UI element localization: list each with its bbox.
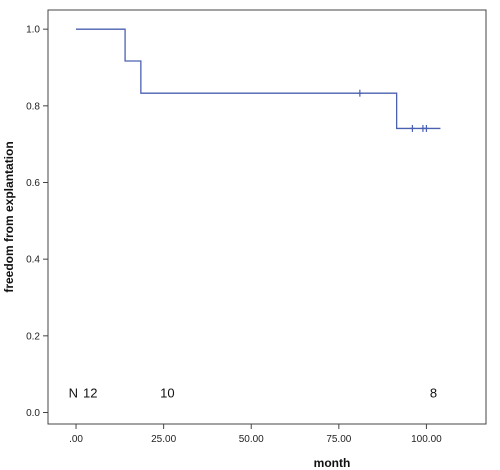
x-tick-label: .00 xyxy=(69,434,83,445)
x-axis-title: month xyxy=(314,456,351,470)
y-axis: 0.0 0.2 0.4 0.6 0.8 1.0 xyxy=(26,25,48,419)
x-tick-label: 100.00 xyxy=(411,434,442,445)
x-tick-label: 75.00 xyxy=(326,434,351,445)
plot-area xyxy=(47,9,487,425)
risk-table: N 12 10 8 xyxy=(69,385,438,400)
risk-table-value: 10 xyxy=(160,385,174,400)
x-tick-label: 50.00 xyxy=(239,434,264,445)
y-tick-label: 1.0 xyxy=(26,25,40,36)
censor-mark xyxy=(409,124,415,132)
censor-mark xyxy=(357,89,363,97)
x-axis: .00 25.00 50.00 75.00 100.00 xyxy=(69,424,442,445)
y-axis-title: freedom from explantation xyxy=(2,141,16,292)
censor-mark xyxy=(423,124,429,132)
risk-table-value: 8 xyxy=(430,385,437,400)
survival-curve xyxy=(76,28,441,130)
x-tick-label: 25.00 xyxy=(151,434,176,445)
y-tick-label: 0.6 xyxy=(26,178,40,189)
risk-table-value: 12 xyxy=(83,385,97,400)
y-tick-label: 0.2 xyxy=(26,331,40,342)
y-tick-label: 0.8 xyxy=(26,101,40,112)
y-tick-label: 0.0 xyxy=(26,408,40,419)
survival-series xyxy=(76,28,441,132)
risk-table-label: N xyxy=(69,385,78,400)
y-tick-label: 0.4 xyxy=(26,255,40,266)
